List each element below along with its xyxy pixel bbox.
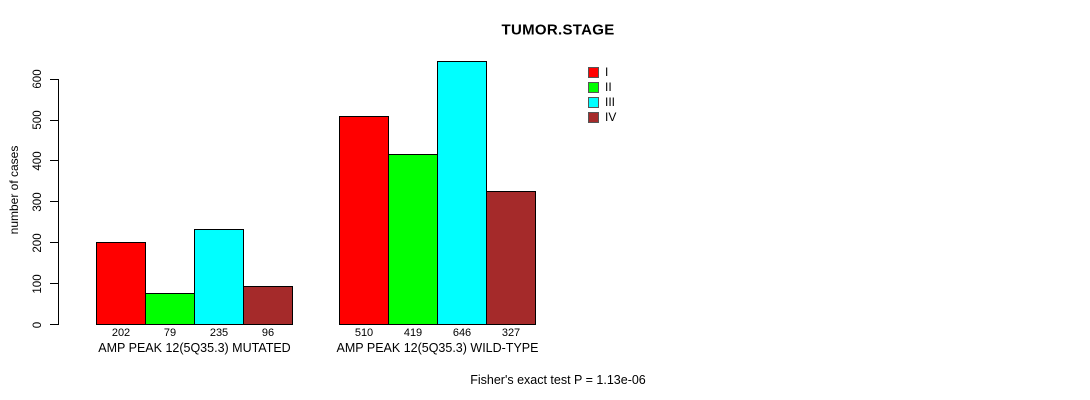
y-tick-mark [50,78,58,80]
bar-ii-group1 [145,293,195,325]
bar-value-label: 419 [403,327,423,339]
bar-i-group1 [96,242,146,325]
legend-label: III [605,95,616,109]
legend-row: III [588,95,616,110]
bar-iv-group2 [486,191,536,325]
legend-label: IV [605,110,617,124]
y-tick-mark [50,324,58,325]
y-axis-line [58,79,59,325]
bar-value-label: 79 [163,327,177,339]
legend-label: II [605,80,612,94]
y-tick-mark [50,160,58,162]
fisher-test-note: Fisher's exact test P = 1.13e-06 [470,373,646,387]
bar-iii-group2 [437,61,487,325]
bar-value-label: 202 [111,327,131,339]
y-tick-mark [50,283,58,285]
bar-iv-group1 [243,286,293,325]
y-tick-label: 100 [32,274,44,294]
y-axis-label: number of cases [7,145,21,235]
y-tick-label: 500 [32,110,44,130]
legend-row: I [588,65,616,80]
bar-ii-group2 [388,154,438,325]
bar-value-label: 235 [209,327,229,339]
group-label: AMP PEAK 12(5Q35.3) MUTATED [98,341,291,355]
y-tick-label: 400 [32,151,44,171]
legend-swatch-iii [588,97,599,108]
legend-row: II [588,80,616,95]
legend-row: IV [588,110,616,125]
y-tick-label: 0 [32,321,44,328]
y-tick-mark [50,242,58,244]
y-tick-label: 300 [32,192,44,212]
bar-value-label: 510 [354,327,374,339]
legend-swatch-ii [588,82,599,93]
y-tick-label: 600 [32,69,44,89]
bar-iii-group1 [194,229,244,325]
bar-i-group2 [339,116,389,325]
group-label: AMP PEAK 12(5Q35.3) WILD-TYPE [336,341,539,355]
legend: I II III IV [588,65,616,125]
legend-label: I [605,65,609,79]
bar-value-label: 646 [452,327,472,339]
legend-swatch-iv [588,112,599,123]
y-tick-mark [50,119,58,121]
y-tick-label: 200 [32,233,44,253]
bar-value-label: 96 [261,327,275,339]
legend-swatch-i [588,67,599,78]
chart-title: TUMOR.STAGE [501,21,615,39]
bar-value-label: 327 [501,327,521,339]
y-tick-mark [50,201,58,203]
